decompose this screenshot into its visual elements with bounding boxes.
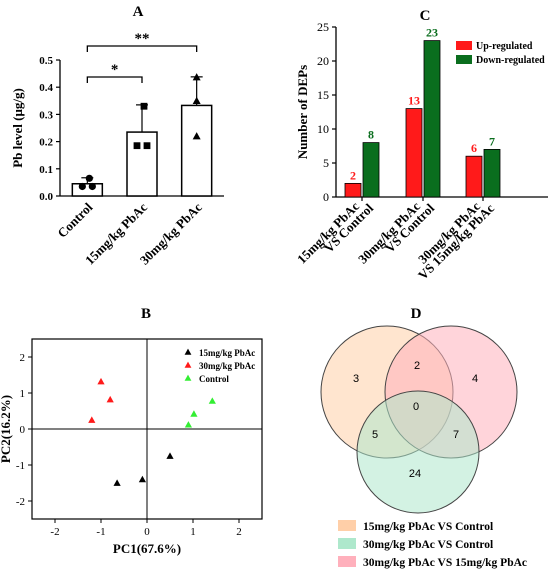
a-significance-label: * — [111, 62, 119, 78]
a-y-tick-label: 0.5 — [39, 55, 53, 67]
c-bar — [483, 148, 501, 198]
b-y-tick-label: 1 — [20, 388, 26, 400]
c-data-label: 13 — [408, 94, 420, 108]
a-data-point — [85, 174, 93, 182]
d-region-count: 3 — [353, 373, 359, 385]
c-data-label: 7 — [489, 134, 495, 148]
a-significance-bracket — [86, 76, 143, 83]
b-legend-marker — [184, 361, 192, 368]
c-y-tick-label: 20 — [317, 54, 329, 68]
d-legend-swatch — [338, 538, 356, 549]
a-y-tick-label: 0.1 — [39, 164, 53, 176]
d-legend-label: 30mg/kg PbAc VS 15mg/kg PbAc — [363, 557, 527, 569]
d-region-count: 7 — [453, 429, 459, 441]
c-y-axis-label: Number of DEPs — [295, 65, 310, 159]
c-data-label: 2 — [350, 168, 356, 182]
panel-a-bar-chart: 0.0 0.1 0.2 0.3 0.4 0.5 Pb level (μg/g) Control… — [10, 31, 224, 268]
b-x-tick-label: 1 — [190, 526, 196, 538]
b-data-point — [106, 395, 114, 403]
b-y-tick-label: 0 — [20, 424, 26, 436]
d-region-count: 0 — [413, 401, 419, 413]
c-bar — [423, 40, 441, 198]
b-data-point — [113, 479, 121, 486]
a-bar — [126, 131, 158, 197]
a-data-point — [133, 142, 141, 150]
c-y-tick-label: 25 — [317, 20, 329, 34]
a-data-point — [140, 102, 148, 110]
b-x-tick-label: -2 — [50, 526, 59, 538]
b-y-tick-label: -1 — [16, 460, 25, 472]
a-bar — [180, 104, 213, 197]
b-legend-label: 30mg/kg PbAc — [199, 361, 255, 371]
c-data-label: 6 — [471, 141, 477, 155]
c-y-tick-label: 10 — [317, 122, 329, 136]
a-data-point — [192, 132, 201, 140]
c-y-tick-label: 0 — [323, 190, 329, 204]
c-legend-label: Down-regulated — [476, 55, 545, 66]
b-x-axis-label: PC1(67.6%) — [113, 541, 181, 556]
c-legend-swatch — [456, 41, 472, 50]
a-bar — [71, 183, 104, 197]
a-y-tick-label: 0.0 — [39, 191, 53, 203]
a-data-point — [88, 182, 96, 191]
a-data-point — [192, 96, 201, 104]
d-venn-circle — [356, 390, 480, 514]
b-data-point — [184, 421, 192, 428]
b-y-tick-label: -2 — [16, 496, 25, 508]
panel-b-scatter-chart: -2 -1 0 1 2 -2 -1 0 1 2 PC1(67.6%) PC2(16.2%) 15mg/k… — [0, 338, 263, 556]
a-data-point — [143, 142, 151, 150]
panel-label-b: B — [141, 306, 151, 322]
c-legend-swatch — [456, 55, 472, 64]
b-x-tick-label: 2 — [236, 526, 242, 538]
panel-label-a: A — [133, 4, 144, 20]
b-data-point — [208, 397, 216, 404]
a-y-tick-label: 0.4 — [39, 82, 53, 94]
b-data-point — [88, 416, 96, 423]
c-bar — [362, 142, 380, 198]
panel-label-d: D — [411, 306, 422, 322]
b-data-point — [166, 452, 174, 459]
c-data-label: 23 — [426, 26, 438, 40]
b-data-point — [97, 377, 105, 385]
c-bar — [405, 108, 423, 198]
c-bar — [344, 182, 362, 198]
d-region-count: 4 — [472, 373, 478, 385]
b-legend-marker — [184, 348, 192, 355]
d-legend-swatch — [338, 556, 356, 567]
panel-d-venn-diagram: 3 4 24 2 5 7 0 15mg/kg PbAc VS Control 30mg/kg P… — [320, 325, 527, 569]
a-data-point — [192, 73, 201, 81]
a-significance-label: ** — [135, 31, 150, 47]
c-data-label: 8 — [368, 128, 374, 142]
c-bar — [465, 155, 483, 198]
a-x-tick-label: Control — [54, 199, 95, 240]
b-x-tick-label: -1 — [96, 526, 105, 538]
b-data-point — [138, 475, 146, 483]
a-y-tick-label: 0.3 — [39, 109, 53, 121]
c-y-tick-label: 15 — [317, 88, 329, 102]
d-legend-swatch — [338, 520, 356, 531]
d-region-count: 2 — [414, 360, 420, 372]
b-data-point — [190, 410, 198, 417]
a-significance-bracket — [86, 45, 198, 52]
b-y-axis-label: PC2(16.2%) — [0, 395, 13, 463]
b-legend-marker — [184, 374, 192, 381]
d-legend-label: 30mg/kg PbAc VS Control — [363, 539, 493, 551]
b-y-tick-label: 2 — [20, 352, 26, 364]
d-region-count: 24 — [409, 468, 421, 480]
a-data-point — [78, 182, 86, 191]
c-legend-label: Up-regulated — [476, 41, 533, 52]
d-legend-label: 15mg/kg PbAc VS Control — [363, 521, 493, 533]
d-region-count: 5 — [372, 429, 378, 441]
b-x-tick-label: 0 — [144, 526, 150, 538]
b-legend-label: 15mg/kg PbAc — [199, 348, 255, 358]
b-legend-label: Control — [199, 374, 229, 384]
panel-label-c: C — [420, 8, 431, 24]
a-y-axis-label: Pb level (μg/g) — [10, 88, 25, 168]
a-y-tick-label: 0.2 — [39, 137, 53, 149]
c-y-tick-label: 5 — [323, 156, 329, 170]
